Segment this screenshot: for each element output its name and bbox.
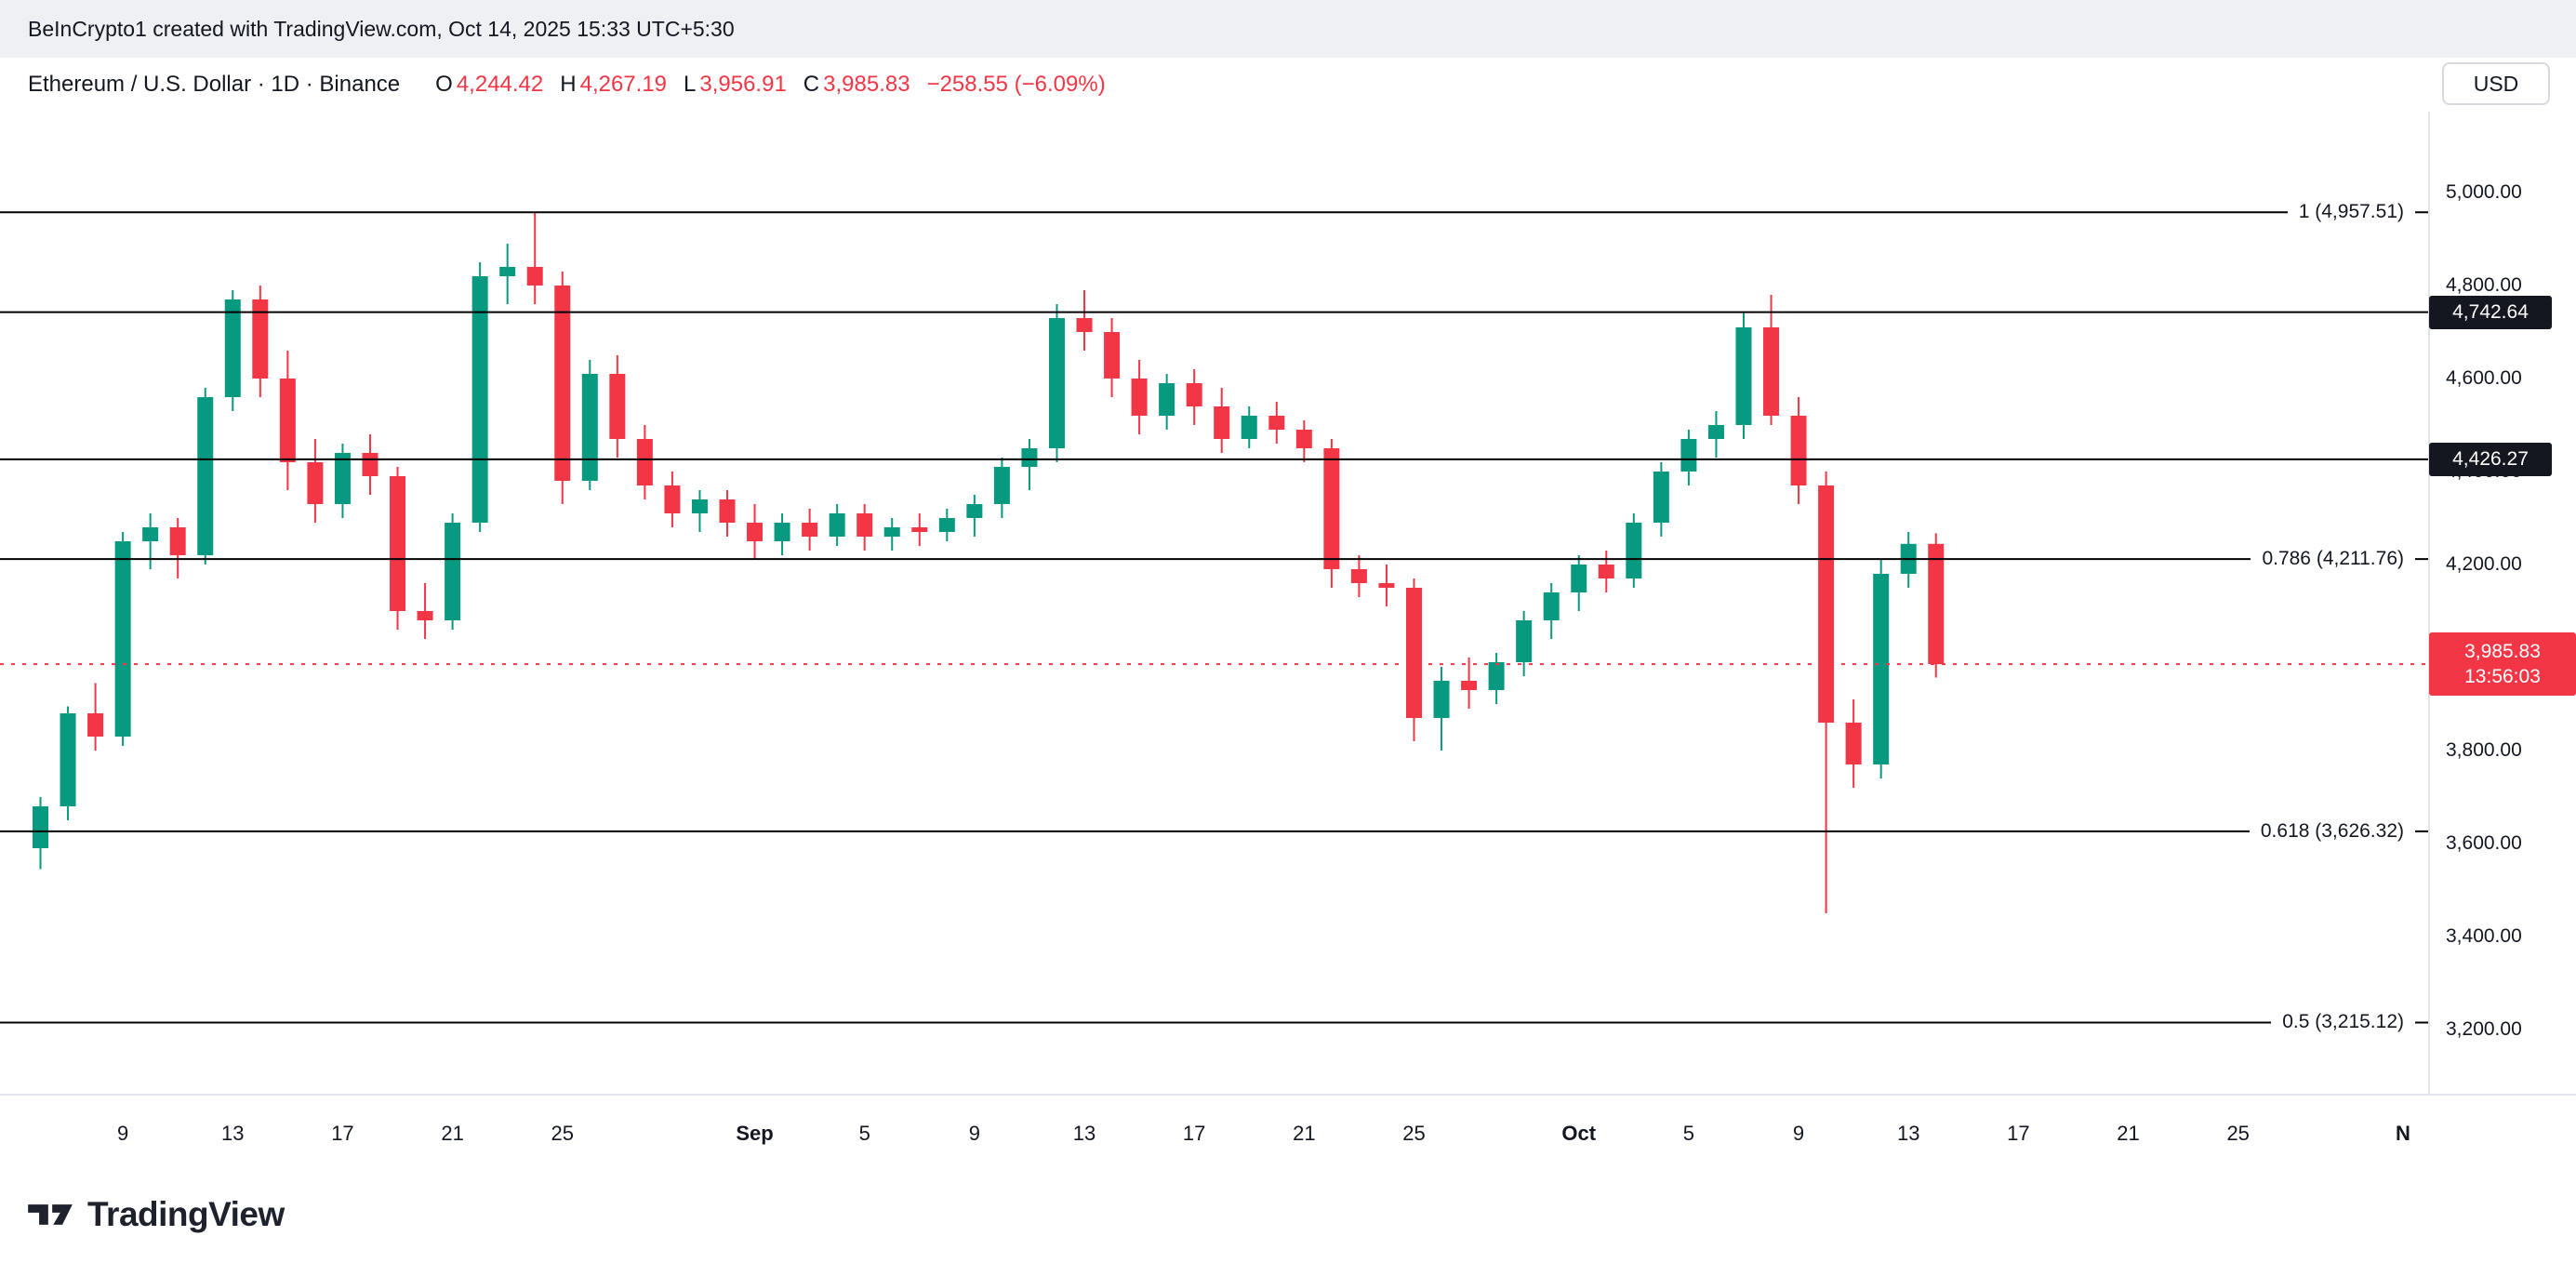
candle-body (691, 499, 708, 513)
candle-body (417, 611, 433, 620)
close-label: C (803, 72, 820, 97)
candle-body (1021, 448, 1038, 467)
candle-body (197, 397, 214, 555)
candle-body (1598, 565, 1614, 578)
candle-body (1928, 543, 1945, 665)
candle-body (1268, 416, 1285, 430)
candle-body (1131, 379, 1148, 416)
candle-body (581, 374, 598, 481)
candle-body (362, 453, 378, 476)
candle-body (802, 523, 818, 537)
candle-body (883, 527, 900, 537)
candle-body (719, 499, 736, 523)
high-value: 4,267.19 (579, 72, 668, 97)
candle-body (747, 523, 764, 541)
open-label: O (435, 72, 453, 97)
candle-body (1186, 383, 1202, 406)
candle-body (1159, 383, 1175, 416)
candle-body (609, 374, 626, 439)
candle-body (224, 299, 241, 397)
candle-body (1295, 430, 1312, 448)
candle-body (1818, 485, 1835, 723)
candle-body (1104, 332, 1121, 379)
candle-body (471, 276, 488, 523)
candle-body (1378, 583, 1395, 588)
candle-body (1571, 565, 1587, 592)
candle-body (142, 527, 159, 541)
candle-body (1653, 472, 1669, 523)
candle-body (1763, 327, 1780, 416)
ohlc-values: O 4,244.42 H 4,267.19 L 3,956.91 C 3,985.83 (422, 72, 910, 98)
candle-body (1406, 588, 1422, 718)
candle-body (1461, 681, 1478, 690)
change-value: −258.55 (−6.09%) (926, 72, 1106, 97)
candle-body (829, 513, 845, 537)
candle-body (1680, 439, 1697, 472)
candle-body (856, 513, 873, 537)
candle-body (1076, 318, 1093, 332)
candle-body (664, 485, 681, 513)
candle-body (390, 476, 406, 611)
candle-body (307, 462, 324, 504)
candle-body (1873, 574, 1890, 764)
candle-body (1845, 723, 1862, 764)
candle-body (499, 267, 516, 276)
low-value: 3,956.91 (699, 72, 787, 97)
high-label: H (560, 72, 577, 97)
candle-body (33, 806, 48, 848)
candle-body (1048, 318, 1065, 448)
candle-body (114, 541, 131, 737)
candle-body (252, 299, 269, 379)
candle-body (87, 713, 104, 737)
candle-body (1543, 592, 1560, 620)
brand-name: TradingView (87, 1195, 285, 1233)
candle-body (993, 467, 1010, 504)
candle-body (966, 504, 983, 518)
attribution-text: BeInCrypto1 created with TradingView.com… (28, 16, 735, 41)
close-value: 3,985.83 (823, 72, 910, 97)
candle-body (1626, 523, 1642, 578)
candle-body (1241, 416, 1257, 439)
symbol-title[interactable]: Ethereum / U.S. Dollar · 1D · Binance (28, 72, 401, 97)
candle-body (554, 286, 571, 481)
attribution-bar: BeInCrypto1 created with TradingView.com… (0, 0, 2576, 58)
candle-body (1516, 620, 1533, 662)
candle-body (445, 523, 461, 620)
price-axis-separator[interactable] (2428, 58, 2430, 1094)
open-value: 4,244.42 (456, 72, 544, 97)
candle-body (1433, 681, 1450, 718)
candle-body (1735, 327, 1752, 425)
footer-brand[interactable]: TradingView (26, 1194, 285, 1235)
candle-body (1350, 569, 1367, 583)
currency-toggle-button[interactable]: USD (2442, 62, 2550, 105)
candle-body (279, 379, 296, 462)
candle-body (636, 439, 653, 485)
candle-body (1488, 662, 1505, 690)
candle-body (911, 527, 928, 532)
candle-body (169, 527, 186, 555)
tradingview-logo-icon (28, 1204, 73, 1225)
candle-body (1323, 448, 1340, 569)
low-label: L (684, 72, 697, 97)
candle-body (334, 453, 351, 504)
time-axis-separator[interactable] (0, 1094, 2576, 1096)
candle-body (60, 713, 76, 806)
candle-body (938, 518, 955, 532)
candle-body (1790, 416, 1807, 485)
candle-body (1707, 425, 1724, 439)
candle-body (1214, 406, 1230, 439)
candle-body (526, 267, 543, 286)
candle-body (774, 523, 790, 541)
